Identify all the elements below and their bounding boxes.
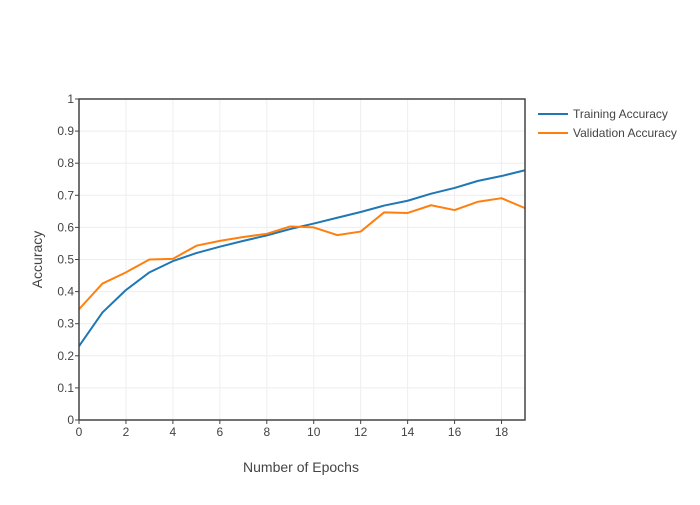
x-tick-label: 6 [216,425,223,439]
x-tick-label: 10 [307,425,321,439]
x-axis-ticks: 0 2 4 6 8 10 12 14 16 18 [76,420,509,439]
legend-item-training-accuracy[interactable]: Training Accuracy [538,107,668,121]
y-tick-label: 0.3 [57,317,74,331]
x-tick-label: 16 [448,425,462,439]
x-tick-label: 14 [401,425,415,439]
y-tick-label: 0.8 [57,156,74,170]
legend-item-validation-accuracy[interactable]: Validation Accuracy [538,126,677,140]
y-tick-label: 1 [67,92,74,106]
y-tick-label: 0.2 [57,349,74,363]
grid [78,98,525,421]
x-axis-title: Number of Epochs [243,459,359,475]
y-tick-label: 0.6 [57,220,74,234]
validation-accuracy-line [78,197,526,310]
legend-label: Training Accuracy [573,107,668,121]
series-lines [78,169,526,347]
x-tick-label: 2 [123,425,130,439]
x-tick-label: 4 [170,425,177,439]
y-tick-label: 0.1 [57,381,74,395]
y-tick-label: 0.5 [57,253,74,267]
legend[interactable]: Training Accuracy Validation Accuracy [538,107,677,140]
x-tick-label: 12 [354,425,368,439]
y-axis-ticks: 0 0.1 0.2 0.3 0.4 0.5 0.6 0.7 0.8 0.9 1 [57,92,79,427]
y-tick-label: 0.7 [57,188,74,202]
x-tick-label: 18 [495,425,509,439]
x-tick-label: 0 [76,425,83,439]
y-tick-label: 0 [67,413,74,427]
x-tick-label: 8 [263,425,270,439]
y-tick-label: 0.9 [57,124,74,138]
y-tick-label: 0.4 [57,285,74,299]
legend-label: Validation Accuracy [573,126,677,140]
y-axis-title: Accuracy [29,231,45,289]
training-accuracy-line [78,169,526,347]
